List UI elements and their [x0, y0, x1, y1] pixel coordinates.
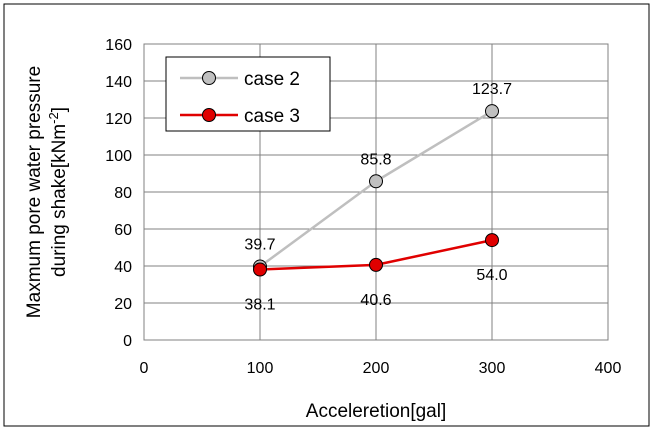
- y-tick-label: 160: [105, 37, 132, 54]
- y-tick-label: 120: [105, 111, 132, 128]
- data-label-case-2: 85.8: [360, 151, 391, 168]
- y-tick-label: 80: [114, 185, 132, 202]
- data-label-case-2: 39.7: [244, 237, 275, 254]
- legend-label-case-2: case 2: [244, 69, 300, 90]
- legend-marker-case-3: [202, 108, 216, 122]
- x-axis-title: Acceleretion[gal]: [306, 401, 446, 422]
- data-label-case-2: 123.7: [472, 81, 512, 98]
- y-axis-title-line1: Maxmum pore water pressure: [24, 66, 45, 318]
- y-axis-title-suffix: ]: [49, 107, 70, 112]
- y-tick-label: 0: [123, 333, 132, 350]
- legend-label-case-3: case 3: [244, 106, 300, 127]
- legend-box: [165, 56, 331, 132]
- x-tick-label: 100: [247, 360, 274, 377]
- data-point-case-3: [485, 233, 499, 248]
- y-axis-title-prefix: during shake[kNm: [49, 124, 70, 277]
- data-label-case-3: 54.0: [476, 267, 507, 284]
- x-tick-label: 300: [479, 360, 506, 377]
- series-layer: [253, 104, 499, 277]
- data-point-case-3: [369, 257, 383, 272]
- y-tick-label: 60: [114, 222, 132, 239]
- data-label-case-3: 40.6: [360, 292, 391, 309]
- data-labels: 39.7 85.8 123.7 38.1 40.6 54.0: [244, 81, 512, 313]
- x-tick-label: 0: [140, 360, 149, 377]
- legend: case 2 case 3: [165, 56, 331, 132]
- x-tick-label: 200: [363, 360, 390, 377]
- y-tick-label: 140: [105, 74, 132, 91]
- y-tick-label: 100: [105, 148, 132, 165]
- tick-labels: 0 20 40 60 80 100 120 140 160 0 100 200 300 400: [105, 37, 621, 377]
- data-point-case-2: [485, 104, 499, 119]
- data-point-case-3: [253, 262, 267, 277]
- x-tick-label: 400: [595, 360, 622, 377]
- y-axis-title-line2: during shake[kNm-2]: [46, 107, 70, 277]
- data-label-case-3: 38.1: [244, 297, 275, 314]
- data-point-case-2: [369, 174, 383, 189]
- legend-marker-case-2: [202, 71, 216, 85]
- y-tick-label: 40: [114, 259, 132, 276]
- y-axis-title-superscript: -2: [46, 112, 61, 124]
- y-tick-label: 20: [114, 296, 132, 313]
